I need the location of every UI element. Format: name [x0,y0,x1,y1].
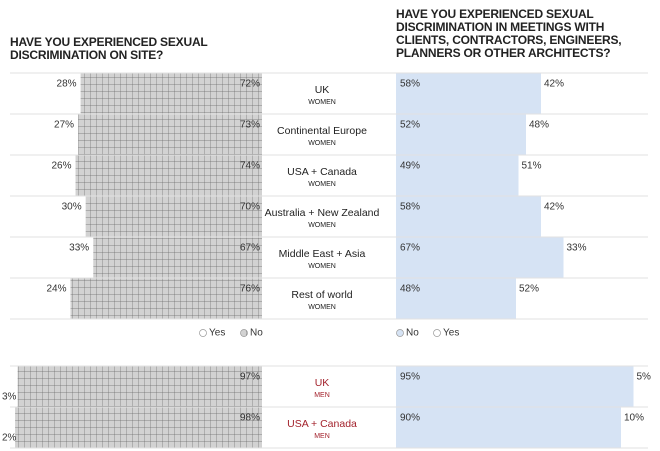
bar [78,114,262,155]
value-label: 73% [240,120,260,131]
legend-label: Yes [443,328,459,339]
value-label: 33% [567,243,587,254]
value-label: 42% [544,79,564,90]
bar [10,237,94,278]
category-label: USA + Canada [287,166,357,178]
legend-label: No [250,328,263,339]
category-label: UK [315,84,330,96]
bar [17,366,263,407]
value-label: 42% [544,202,564,213]
bar [563,237,646,278]
bar [396,237,564,278]
value-label: 30% [62,202,82,213]
category-sublabel: WOMEN [308,222,336,229]
value-label: 26% [52,161,72,172]
value-label: 28% [57,79,77,90]
value-label: 70% [240,202,260,213]
bar [633,366,646,407]
value-label: 74% [240,161,260,172]
value-label: 97% [240,372,260,383]
value-label: 67% [400,243,420,254]
bar [15,407,263,448]
value-label: 48% [400,284,420,295]
bar [541,196,646,237]
value-label: 5% [637,372,652,383]
bar [516,278,646,319]
legend-swatch [433,329,441,337]
category-sublabel: WOMEN [308,304,336,311]
bar [10,155,76,196]
bar [10,278,71,319]
legend-swatch [396,329,404,337]
right-title: HAVE YOU EXPERIENCED SEXUAL DISCRIMINATI… [396,7,622,60]
bar [85,196,262,237]
bar [10,73,81,114]
value-label: 52% [400,120,420,131]
bar [75,155,263,196]
legend-label: No [406,328,419,339]
value-label: 49% [400,161,420,172]
value-label: 76% [240,284,260,295]
value-label: 98% [240,413,260,424]
category-sublabel: WOMEN [308,140,336,147]
category-sublabel: WOMEN [308,181,336,188]
value-label: 51% [522,161,542,172]
bar [70,278,262,319]
category-sublabel: WOMEN [308,263,336,270]
category-label: Continental Europe [277,125,367,137]
value-label: 58% [400,202,420,213]
value-label: 58% [400,79,420,90]
legend-swatch [240,329,248,337]
value-label: 90% [400,413,420,424]
bar [396,73,541,114]
bar [396,114,526,155]
bar [396,278,516,319]
category-sublabel: MEN [314,392,330,399]
left-title: HAVE YOU EXPERIENCED SEXUAL DISCRIMINATI… [10,35,208,62]
bar [10,196,86,237]
bar [396,196,541,237]
category-label: Australia + New Zealand [265,207,380,219]
value-label: 10% [624,413,644,424]
bar [621,407,646,448]
legend-label: Yes [209,328,225,339]
value-label: 67% [240,243,260,254]
value-label: 24% [46,284,66,295]
bar [93,237,262,278]
bar [10,407,16,448]
category-sublabel: MEN [314,433,330,440]
category-label: UK [315,377,330,389]
legend-swatch [199,329,207,337]
value-label: 3% [2,392,17,403]
value-label: 52% [519,284,539,295]
bar [80,73,262,114]
category-sublabel: WOMEN [308,99,336,106]
bar [396,155,519,196]
value-label: 95% [400,372,420,383]
category-label: USA + Canada [287,418,357,430]
bar [10,114,79,155]
bar [541,73,646,114]
value-label: 33% [69,243,89,254]
value-label: 48% [529,120,549,131]
bar [10,366,18,407]
bar [526,114,646,155]
category-label: Middle East + Asia [279,248,366,260]
value-label: 72% [240,79,260,90]
value-label: 27% [54,120,74,131]
value-label: 2% [2,433,17,444]
bar [396,366,634,407]
category-label: Rest of world [291,289,352,301]
bar [518,155,646,196]
bar [396,407,621,448]
